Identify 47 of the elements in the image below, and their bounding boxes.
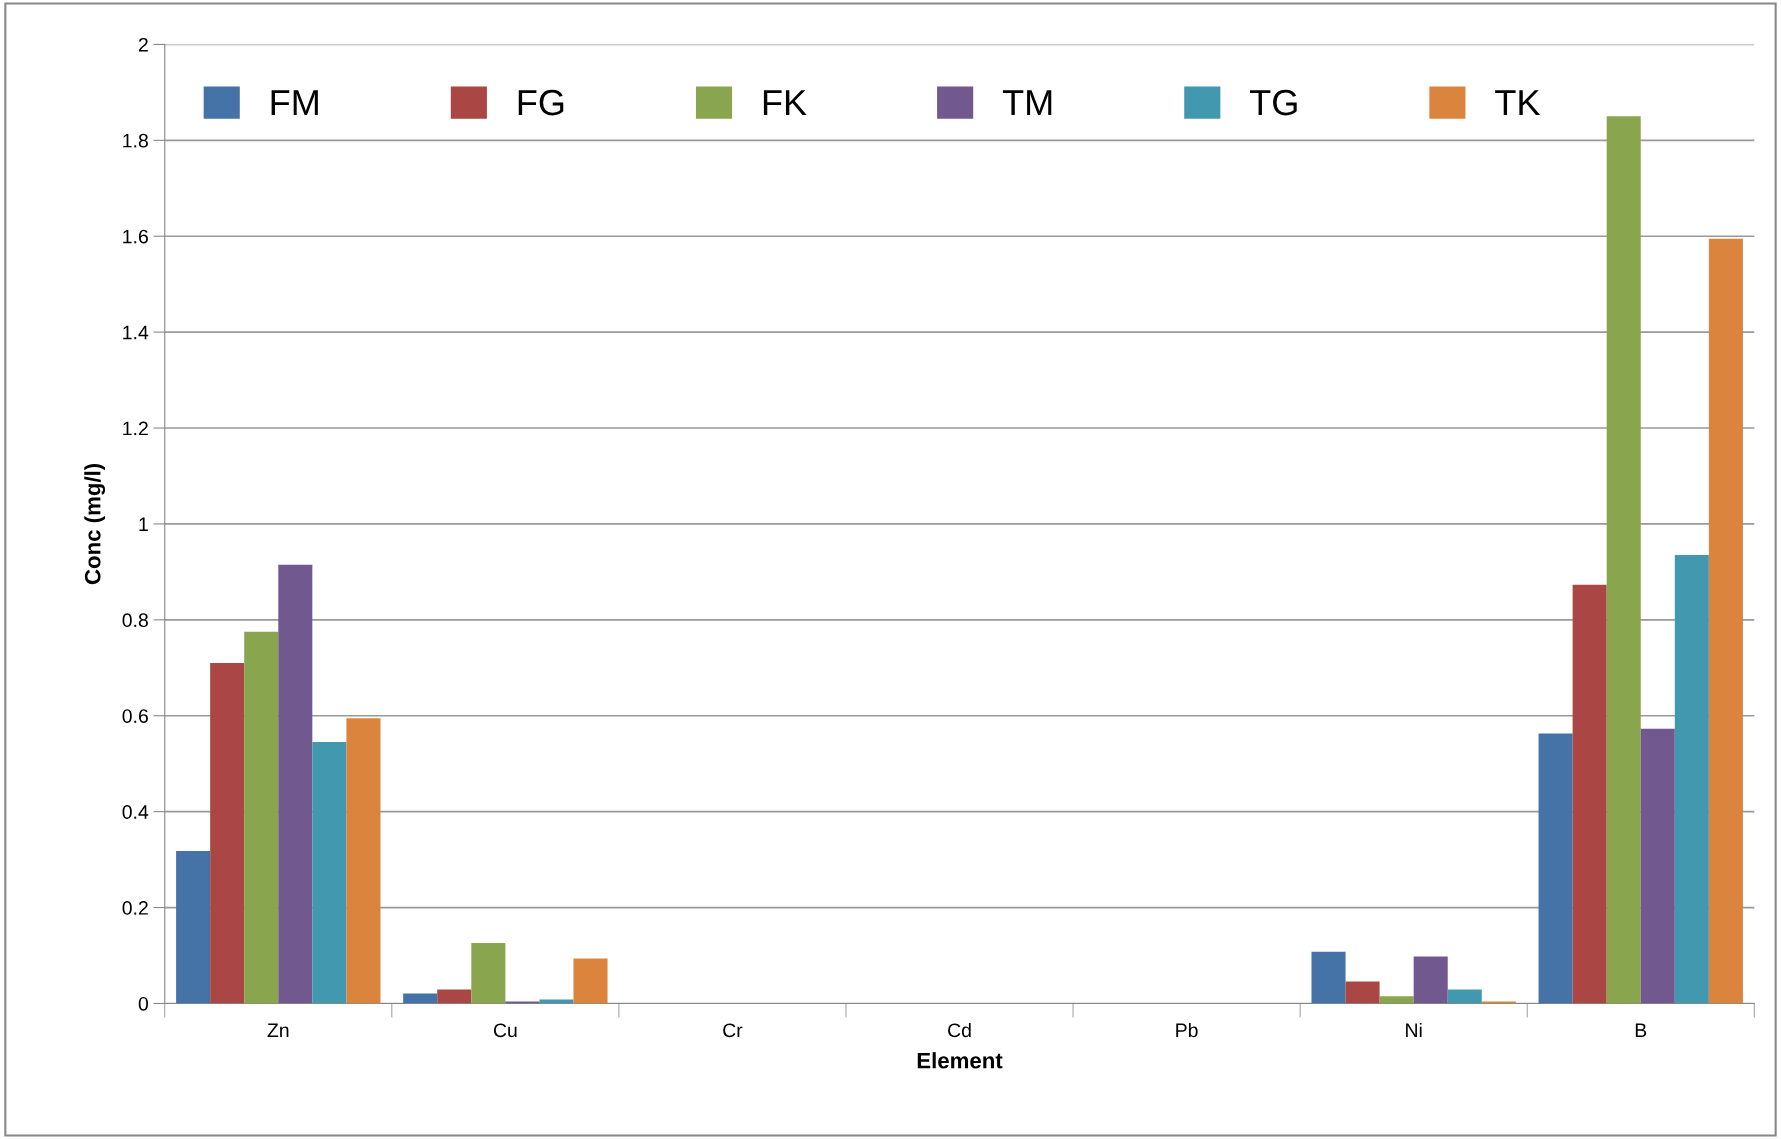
bar — [244, 631, 279, 1004]
y-axis-title: Conc (mg/l) — [84, 463, 106, 585]
y-tick-label: 0.8 — [122, 613, 148, 628]
legend-label: FG — [518, 89, 564, 116]
bar — [1311, 951, 1346, 1004]
bar — [403, 993, 438, 1004]
bar — [312, 742, 347, 1004]
y-tick-label: 0.6 — [122, 709, 148, 723]
bar — [176, 850, 211, 1004]
x-tick-label: B — [1635, 1023, 1647, 1037]
y-tick-label: 0 — [138, 996, 149, 1011]
bar — [1674, 555, 1709, 1004]
bar — [210, 663, 245, 1004]
bar — [1606, 116, 1641, 1004]
bar — [437, 989, 472, 1004]
x-tick-label: Ni — [1406, 1022, 1422, 1037]
x-tick-label: Cr — [723, 1023, 743, 1038]
legend-label: TM — [1002, 90, 1052, 116]
legend-label: TK — [1495, 90, 1541, 116]
x-tick-label: Cd — [948, 1022, 971, 1038]
y-tick-label: 1.4 — [123, 325, 149, 340]
x-tick-label: Pb — [1176, 1022, 1198, 1038]
y-tick-label: 2 — [138, 37, 148, 52]
legend-label: TG — [1250, 89, 1297, 116]
bar — [471, 943, 506, 1004]
bar — [1538, 733, 1573, 1004]
y-tick-label: 0.2 — [122, 901, 148, 915]
bar — [1345, 981, 1380, 1004]
bar — [1413, 956, 1448, 1004]
y-tick-label: 1 — [139, 517, 148, 531]
bar — [573, 958, 608, 1004]
bar — [1572, 584, 1607, 1004]
bar — [1708, 238, 1743, 1004]
x-axis-title: Element — [917, 1052, 1003, 1069]
y-tick-label: 1.8 — [123, 133, 148, 148]
bar — [1379, 996, 1414, 1004]
y-tick-label: 0.4 — [122, 805, 149, 819]
bar — [1640, 728, 1675, 1004]
x-tick-label: Zn — [267, 1023, 289, 1037]
y-tick-label: 1.6 — [123, 229, 148, 244]
bar — [346, 718, 381, 1004]
bar — [278, 564, 313, 1004]
x-tick-label: Cu — [493, 1023, 517, 1038]
legend-label: FM — [271, 90, 318, 116]
bar — [1447, 989, 1482, 1004]
y-tick-label: 1.2 — [123, 421, 148, 436]
legend-label: FK — [763, 90, 807, 116]
